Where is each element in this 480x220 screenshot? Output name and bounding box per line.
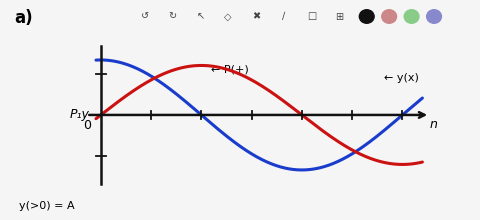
Text: ↖: ↖ xyxy=(196,11,204,22)
Circle shape xyxy=(360,10,374,23)
Text: □: □ xyxy=(307,11,316,22)
Text: y(>0) = A: y(>0) = A xyxy=(19,201,75,211)
Text: ✖: ✖ xyxy=(252,11,260,22)
Text: P₁y: P₁y xyxy=(70,108,90,121)
Text: ← y(x): ← y(x) xyxy=(384,73,419,83)
Text: ⊞: ⊞ xyxy=(335,11,343,22)
Circle shape xyxy=(427,10,442,23)
Text: 0: 0 xyxy=(84,119,91,132)
Circle shape xyxy=(382,10,396,23)
Text: ↺: ↺ xyxy=(141,11,149,22)
Text: n: n xyxy=(430,118,438,131)
Text: ← P(+): ← P(+) xyxy=(211,64,249,74)
Text: ∕: ∕ xyxy=(282,11,285,22)
Text: a): a) xyxy=(14,9,33,27)
Circle shape xyxy=(404,10,419,23)
Text: ◇: ◇ xyxy=(224,11,232,22)
Text: ↻: ↻ xyxy=(168,11,177,22)
